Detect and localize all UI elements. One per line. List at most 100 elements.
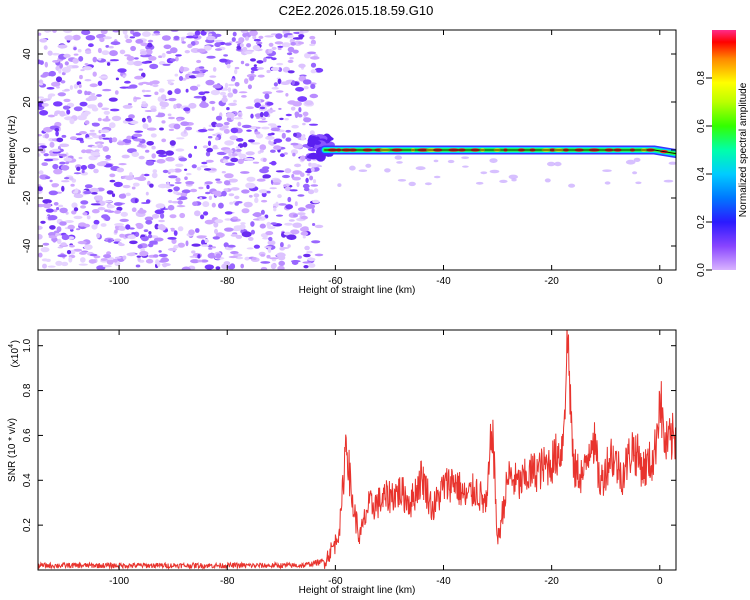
noise-blob — [219, 127, 226, 131]
noise-blob — [131, 207, 137, 212]
noise-blob — [70, 136, 78, 141]
noise-blob — [38, 234, 43, 240]
x-tick-label: -20 — [544, 576, 559, 587]
noise-blob — [112, 30, 120, 33]
noise-blob — [44, 30, 52, 33]
noise-blob — [242, 46, 248, 52]
noise-blob — [262, 158, 267, 162]
faint-blob — [625, 159, 636, 165]
noise-blob — [150, 133, 157, 138]
noise-blob — [158, 154, 168, 158]
noise-blob — [240, 171, 250, 174]
noise-blob — [276, 62, 284, 66]
colorbar: 0.0 0.2 0.4 0.6 0.8 Normalized spectral ampl… — [696, 30, 749, 277]
noise-blob — [227, 92, 234, 98]
noise-blob — [273, 145, 282, 150]
noise-blob — [170, 227, 175, 230]
noise-blob — [80, 165, 87, 170]
noise-blob — [269, 257, 279, 260]
faint-blob — [480, 171, 488, 175]
noise-blob — [130, 197, 140, 204]
noise-blob — [259, 223, 266, 229]
noise-blob — [235, 146, 240, 149]
noise-blob — [47, 202, 51, 205]
y-tick-label: 40 — [22, 48, 33, 60]
noise-blob — [78, 156, 83, 160]
noise-blob — [196, 48, 206, 53]
noise-blob — [260, 266, 268, 270]
noise-blob — [69, 244, 75, 248]
noise-blob — [133, 177, 142, 180]
noise-blob — [124, 175, 135, 181]
noise-blob — [289, 189, 298, 192]
noise-blob — [250, 142, 261, 145]
noise-blob — [261, 126, 270, 130]
noise-blob — [47, 114, 56, 118]
noise-blob — [54, 127, 60, 132]
noise-blob — [181, 41, 186, 44]
noise-blob — [285, 113, 292, 117]
noise-blob — [297, 194, 305, 197]
chart-title: C2E2.2026.015.18.59.G10 — [279, 3, 434, 18]
colorbar-gradient — [712, 30, 736, 270]
noise-blob — [40, 220, 46, 224]
noise-blob — [106, 259, 114, 265]
noise-blob — [244, 157, 254, 161]
noise-blob — [303, 265, 309, 269]
noise-blob — [271, 57, 277, 61]
noise-blob — [40, 74, 48, 78]
noise-blob — [100, 30, 108, 35]
noise-blob — [132, 133, 143, 138]
noise-blob — [285, 204, 293, 210]
noise-blob — [277, 78, 282, 85]
noise-blob — [167, 189, 173, 193]
noise-blob — [76, 228, 81, 231]
noise-blob — [84, 79, 92, 82]
noise-blob — [122, 184, 131, 189]
noise-blob — [157, 112, 166, 118]
noise-blob — [310, 167, 315, 173]
noise-blob — [105, 60, 113, 63]
noise-blob — [223, 188, 229, 192]
noise-blob — [104, 209, 108, 212]
noise-blob — [254, 131, 261, 135]
noise-blob — [269, 162, 277, 165]
noise-blob — [279, 247, 286, 251]
noise-blob — [53, 202, 59, 206]
spectrogram-y-ticks: -40 -20 0 20 40 — [22, 48, 676, 253]
noise-blob — [129, 227, 135, 230]
noise-blob — [150, 235, 159, 239]
noise-blob — [207, 252, 216, 259]
noise-blob — [57, 254, 67, 258]
noise-blob — [49, 153, 59, 157]
noise-blob — [246, 247, 254, 250]
transition-blob — [306, 154, 316, 159]
noise-blob — [304, 100, 314, 106]
faint-blob — [358, 169, 368, 172]
noise-blob — [91, 192, 98, 195]
noise-blob — [109, 59, 119, 62]
faint-blob — [489, 158, 498, 164]
noise-blob — [168, 97, 177, 102]
noise-blob — [265, 56, 273, 59]
noise-blob — [156, 159, 166, 164]
noise-blob — [108, 46, 114, 49]
noise-blob — [134, 130, 144, 133]
noise-blob — [302, 79, 312, 85]
noise-blob — [55, 232, 59, 237]
noise-blob — [161, 138, 167, 143]
snr-y-ticks: 0.2 0.4 0.6 0.8 1.0 — [22, 338, 676, 532]
noise-blob — [254, 102, 261, 108]
noise-blob — [161, 120, 166, 124]
noise-blob — [150, 108, 157, 112]
noise-blob — [310, 56, 320, 60]
noise-blob — [287, 46, 295, 53]
noise-blob — [229, 201, 234, 205]
noise-blob — [198, 66, 205, 69]
noise-blob — [265, 231, 274, 236]
faint-blob — [365, 163, 372, 168]
noise-blob — [126, 55, 135, 62]
noise-blob — [51, 52, 60, 56]
noise-blob — [275, 170, 285, 173]
noise-blob — [211, 246, 216, 249]
